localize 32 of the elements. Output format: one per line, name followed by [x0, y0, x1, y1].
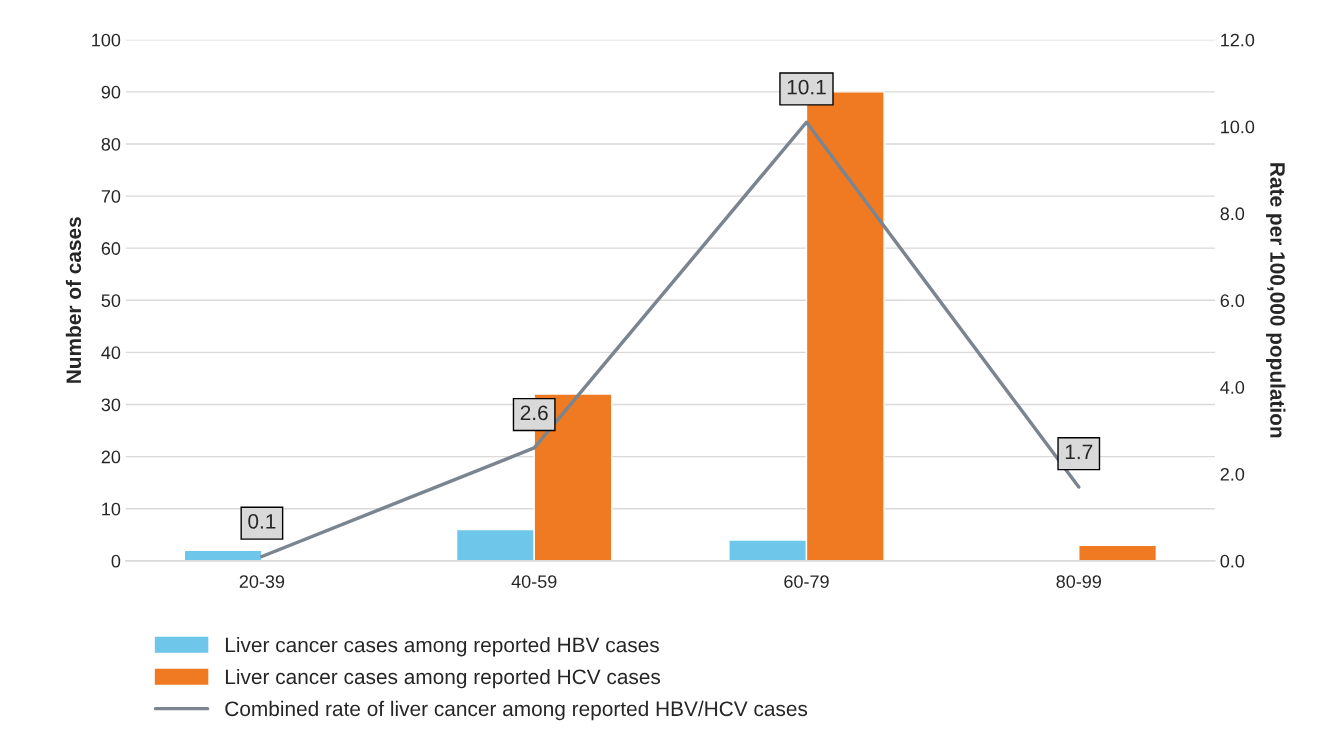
y2-tick-label: 4.0 — [1220, 381, 1245, 394]
y-tick-label: 20 — [101, 450, 121, 464]
y2-tick-label: 12.0 — [1221, 33, 1255, 47]
y-tick-label: 30 — [101, 398, 121, 412]
data-label: 1.7 — [1065, 444, 1093, 460]
x-tick-label: 40-59 — [511, 575, 557, 588]
data-label: 2.6 — [520, 405, 548, 421]
y-tick-label: 10 — [102, 502, 121, 516]
y-tick-label: 100 — [92, 33, 121, 47]
x-tick-label: 20-39 — [239, 575, 285, 588]
y-tick-label: 0 — [111, 554, 121, 568]
y-tick-label: 40 — [101, 346, 121, 360]
y-tick-label: 60 — [101, 242, 121, 255]
bar — [1078, 544, 1158, 561]
y2-axis-title: Rate per 100,000 population — [1266, 163, 1286, 438]
y-axis-title: Number of cases — [65, 217, 82, 383]
y2-tick-label: 10.0 — [1221, 120, 1255, 134]
legend-label: Liver cancer cases among reported HCV cases — [225, 668, 661, 689]
y2-tick-label: 2.0 — [1220, 467, 1245, 481]
x-tick-label: 80-99 — [1056, 575, 1101, 588]
y-tick-label: 50 — [101, 294, 121, 308]
data-label: 0.1 — [248, 514, 276, 529]
legend-label: Combined rate of liver cancer among reported HBV/HCV cases — [225, 700, 808, 721]
y2-tick-label: 6.0 — [1220, 294, 1245, 308]
data-label: 10.1 — [787, 79, 826, 95]
y2-tick-label: 0.0 — [1220, 554, 1245, 568]
y2-tick-label: 8.0 — [1220, 207, 1245, 221]
legend-label: Liver cancer cases among reported HBV cases — [225, 636, 659, 657]
y-tick-label: 70 — [101, 190, 121, 203]
x-tick-label: 60-79 — [784, 575, 829, 588]
y-tick-label: 90 — [101, 85, 121, 99]
y-tick-label: 80 — [101, 137, 121, 151]
